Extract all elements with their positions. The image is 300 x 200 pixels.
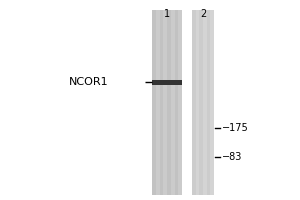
Bar: [167, 10, 171, 195]
Bar: [178, 10, 182, 195]
Bar: [152, 79, 182, 84]
Bar: [160, 10, 163, 195]
Bar: [192, 10, 214, 195]
Bar: [156, 10, 160, 195]
Bar: [163, 10, 167, 195]
Text: 2: 2: [200, 9, 206, 19]
Bar: [171, 10, 175, 195]
Bar: [196, 10, 199, 195]
Bar: [210, 10, 214, 195]
Bar: [152, 10, 182, 195]
Text: −175: −175: [222, 123, 249, 133]
Bar: [192, 10, 196, 195]
Text: −83: −83: [222, 152, 242, 162]
Bar: [199, 10, 203, 195]
Bar: [203, 10, 207, 195]
Bar: [207, 10, 210, 195]
Text: NCOR1: NCOR1: [68, 77, 108, 87]
Text: 1: 1: [164, 9, 170, 19]
Bar: [152, 10, 156, 195]
Bar: [175, 10, 178, 195]
